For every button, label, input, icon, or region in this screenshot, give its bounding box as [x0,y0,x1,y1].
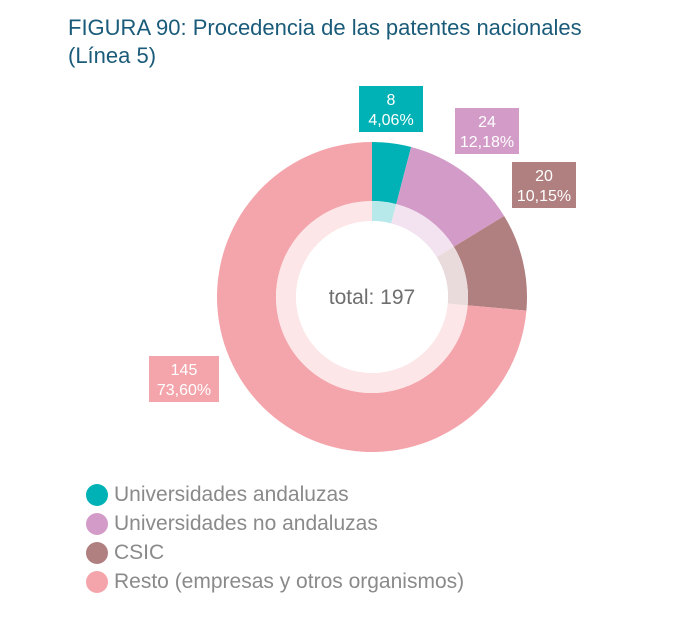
slice-universidades-no-andaluzas [396,147,505,247]
data-label-universidades-andaluzas: 8 4,06% [359,86,423,132]
data-label-box [359,86,423,132]
data-label-percent: 4,06% [368,112,413,129]
data-label-value: 24 [478,114,496,131]
data-label-box [512,162,576,208]
legend-item-universidades-no-andaluzas: Universidades no andaluzas [86,509,464,538]
slice-inner-universidades-no-andaluzas [391,204,454,258]
chart-title-line1: FIGURA 90: Procedencia de las patentes n… [68,15,582,40]
legend-swatch [86,570,108,593]
legend-label: Universidades no andaluzas [114,511,378,535]
legend-label: Universidades andaluzas [114,482,349,506]
donut-hole [296,221,448,373]
slice-csic [453,215,527,311]
data-label-percent: 12,18% [460,134,514,151]
data-label-value: 8 [387,92,396,109]
data-label-box [149,356,219,402]
chart-legend: Universidades andaluzas Universidades no… [86,480,464,596]
data-label-value: 20 [535,168,553,185]
legend-swatch [86,541,108,564]
slice-universidades-andaluzas [372,142,412,205]
data-label-value: 145 [171,362,198,379]
legend-item-csic: CSIC [86,538,464,567]
slice-inner-csic [436,246,469,306]
slice-inner-universidades-andaluzas [372,201,397,224]
data-label-box [455,108,519,154]
legend-item-universidades-andaluzas: Universidades andaluzas [86,480,464,509]
legend-label: Resto (empresas y otros organismos) [114,569,465,593]
legend-item-resto: Resto (empresas y otros organismos) [86,567,464,596]
slice-resto [216,142,527,452]
donut-chart: total: 197 8 4,06% 24 12,18% 20 10,15% 145 73,60… [149,86,576,452]
data-label-csic: 20 10,15% [512,162,576,208]
chart-title-line2: (Línea 5) [68,43,157,68]
legend-swatch [86,512,108,535]
data-label-resto: 145 73,60% [149,356,219,402]
data-label-universidades-no-andaluzas: 24 12,18% [455,108,519,154]
data-label-percent: 10,15% [517,188,571,205]
data-label-percent: 73,60% [157,382,211,399]
chart-title: FIGURA 90: Procedencia de las patentes n… [68,14,668,70]
legend-swatch [86,483,108,506]
legend-label: CSIC [114,540,165,564]
center-total-label: total: 197 [329,286,415,309]
